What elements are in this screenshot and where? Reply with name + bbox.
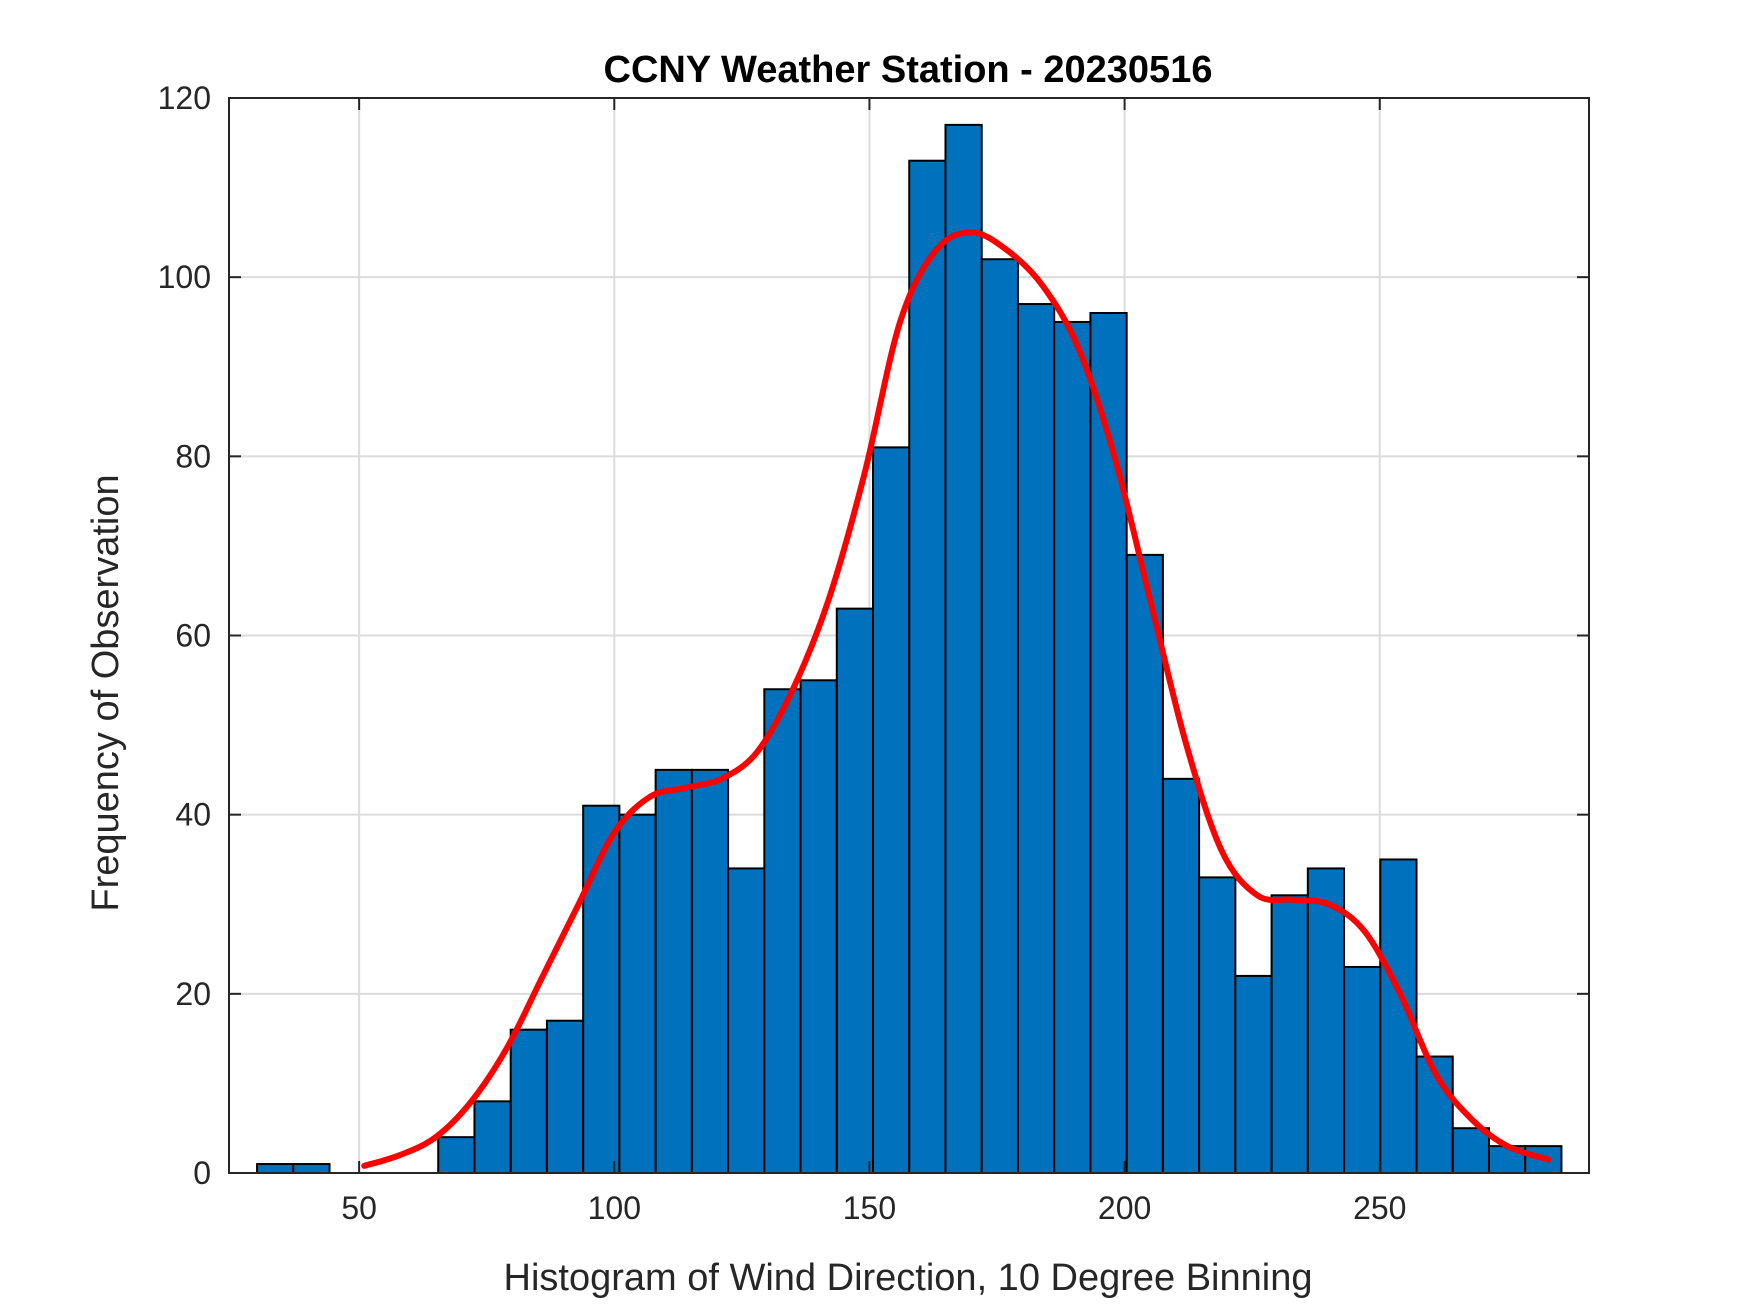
histogram-bar — [1198, 876, 1237, 1174]
y-axis-label: Frequency of Observation — [85, 474, 127, 911]
histogram-bar — [1306, 867, 1346, 1175]
x-axis-label: Histogram of Wind Direction, 10 Degree B… — [504, 1257, 1313, 1299]
histogram-bar — [292, 1163, 331, 1174]
fit-curve — [361, 229, 1552, 1169]
y-tick-label: 0 — [193, 1155, 211, 1191]
histogram-bar — [545, 1019, 585, 1174]
histogram-bar — [872, 446, 911, 1174]
y-tick-label: 80 — [175, 438, 211, 474]
tick-labels: 50 100 150 200 250 0 20 40 60 80 100 120 — [158, 80, 1407, 1226]
histogram-bar — [1343, 965, 1382, 1174]
histogram-bar — [509, 1028, 548, 1174]
histogram-bar — [690, 768, 730, 1174]
histogram-bar — [618, 813, 657, 1175]
histogram-bar — [1053, 320, 1092, 1175]
histogram-bar — [835, 607, 875, 1174]
histogram-bar — [799, 679, 838, 1175]
histogram-bar — [1016, 303, 1056, 1174]
histogram-bar — [437, 1136, 476, 1174]
y-tick-label: 60 — [175, 618, 211, 654]
histogram-bar — [763, 688, 802, 1174]
chart-title: CCNY Weather Station - 20230516 — [604, 49, 1213, 91]
histogram-bar — [654, 768, 693, 1174]
histogram-bar — [1270, 894, 1309, 1175]
axes — [228, 97, 1590, 1174]
histogram-bar — [1379, 858, 1418, 1174]
histogram-bar — [256, 1163, 295, 1174]
y-tick-label: 100 — [158, 259, 211, 295]
histogram-bar — [727, 867, 766, 1175]
histogram-bar — [908, 159, 947, 1175]
histogram-bars — [256, 123, 1563, 1175]
histogram-bar — [473, 1100, 512, 1175]
histogram-bar — [944, 123, 983, 1174]
histogram-bar — [1234, 974, 1273, 1175]
x-tick-label: 50 — [341, 1190, 377, 1226]
histogram-bar — [1161, 777, 1201, 1174]
y-tick-label: 120 — [158, 80, 211, 116]
y-tick-label: 40 — [175, 797, 211, 833]
y-tick-label: 20 — [175, 976, 211, 1012]
x-tick-label: 200 — [1098, 1190, 1151, 1226]
histogram-bar — [1451, 1127, 1490, 1175]
fit-curve-group — [361, 229, 1552, 1169]
x-tick-label: 250 — [1353, 1190, 1406, 1226]
histogram-bar — [1125, 553, 1164, 1174]
x-tick-label: 100 — [588, 1190, 641, 1226]
histogram-bar — [582, 804, 621, 1174]
histogram-bar — [980, 258, 1019, 1174]
x-tick-label: 150 — [843, 1190, 896, 1226]
